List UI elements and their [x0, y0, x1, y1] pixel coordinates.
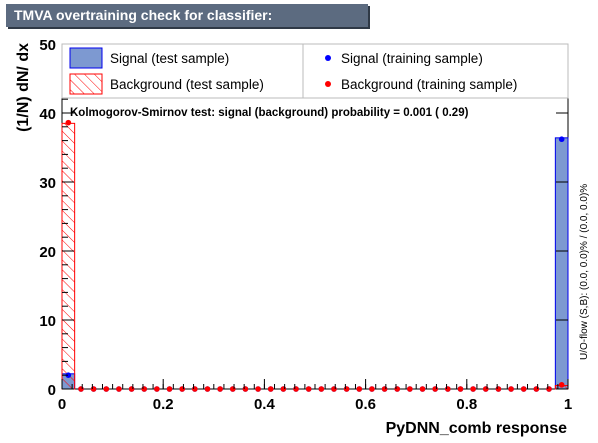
- legend-label-background-test: Background (test sample): [110, 77, 264, 92]
- background-train-point: [116, 386, 122, 392]
- background-train-point: [65, 119, 72, 126]
- legend-label-signal-train: Signal (training sample): [341, 51, 483, 66]
- background-train-point: [445, 386, 451, 392]
- y-tick-label: 0: [48, 382, 56, 399]
- background-train-point: [242, 386, 249, 392]
- background-train-point: [520, 386, 527, 392]
- background-train-point: [331, 386, 337, 392]
- legend-marker-background-train: [325, 81, 331, 87]
- background-train-point: [141, 386, 148, 392]
- signal-test-bar: [554, 137, 569, 390]
- x-tick-label: 0.6: [355, 396, 376, 413]
- background-train-point: [508, 386, 514, 392]
- background-train-point: [482, 386, 489, 392]
- legend-swatch-signal-test: [69, 47, 103, 69]
- background-train-point: [217, 386, 223, 392]
- background-test-bar: [61, 122, 76, 390]
- signal-train-point: [65, 372, 72, 379]
- background-train-point: [457, 386, 464, 392]
- background-train-point: [558, 382, 565, 388]
- background-train-point: [78, 386, 84, 392]
- y-tick-label: 10: [39, 313, 56, 330]
- x-tick-label: 0.2: [153, 396, 174, 413]
- background-train-point: [533, 386, 540, 392]
- background-train-point: [128, 386, 135, 392]
- overflow-text: U/O-flow (S,B): (0.0, 0.0)% / (0.0, 0.0)…: [579, 184, 590, 360]
- x-tick-label: 0.4: [254, 396, 276, 413]
- background-train-point: [255, 386, 261, 392]
- chart-title: TMVA overtraining check for classifier: …: [6, 4, 368, 46]
- background-train-point: [407, 386, 413, 392]
- x-tick-label: 0.8: [456, 396, 477, 413]
- x-tick-label: 0: [58, 396, 66, 413]
- background-train-point: [267, 386, 274, 392]
- background-train-point: [204, 386, 211, 392]
- legend-swatch-background-test: [69, 73, 103, 95]
- background-train-point: [495, 386, 502, 392]
- background-train-point: [470, 386, 476, 392]
- background-train-point: [179, 386, 185, 392]
- ks-test-text: Kolmogorov-Smirnov test: signal (backgro…: [70, 107, 469, 119]
- legend: Signal (test sample) Background (test sa…: [61, 43, 569, 99]
- background-train-point: [229, 386, 236, 392]
- background-train-point: [394, 386, 401, 392]
- background-train-point: [166, 386, 173, 392]
- background-train-point: [546, 386, 552, 392]
- legend-label-background-train: Background (training sample): [341, 77, 517, 92]
- x-tick-label: 1: [564, 396, 572, 413]
- legend-marker-signal-train: [325, 55, 331, 61]
- background-train-point: [318, 386, 325, 392]
- y-tick-label: 50: [39, 37, 56, 54]
- background-train-point: [103, 386, 110, 392]
- background-train-point: [356, 386, 363, 392]
- y-tick-label: 30: [39, 175, 56, 192]
- x-axis-label: PyDNN_comb response: [386, 420, 567, 437]
- background-train-point: [305, 386, 312, 392]
- background-train-point: [154, 386, 160, 392]
- y-axis-label: (1/N) dN/ dx: [15, 43, 32, 132]
- background-train-point: [280, 386, 287, 392]
- background-train-point: [90, 386, 97, 392]
- signal-train-point: [558, 136, 565, 143]
- background-train-point: [192, 386, 198, 392]
- y-tick-label: 20: [39, 244, 56, 261]
- y-tick-label: 40: [39, 106, 56, 123]
- background-train-point: [293, 386, 299, 392]
- background-train-point: [369, 386, 375, 392]
- background-train-point: [419, 386, 426, 392]
- background-train-point: [432, 386, 438, 392]
- background-train-point: [381, 386, 388, 392]
- legend-label-signal-test: Signal (test sample): [110, 51, 229, 66]
- background-train-point: [343, 386, 350, 392]
